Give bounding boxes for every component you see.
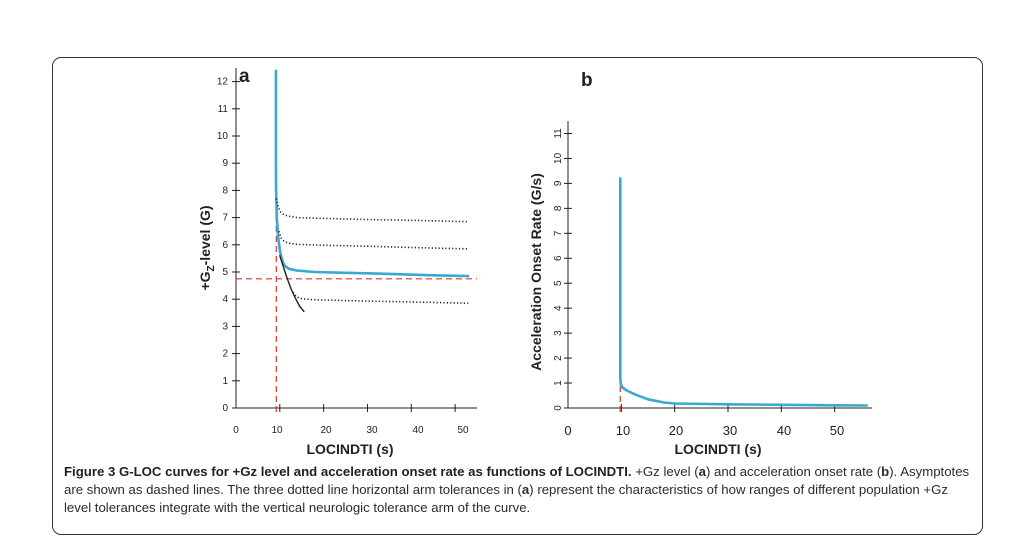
caption-text-2: ) and acceleration onset rate ( xyxy=(705,464,882,479)
panel-b-y-tick-label: 10 xyxy=(553,152,564,164)
panel-a-y-tick-label: 7 xyxy=(222,213,228,224)
panel-a-y-tick-label: 2 xyxy=(222,349,228,360)
panel-a-y-tick-label: 1 xyxy=(222,376,228,387)
panel-a-series-dotted-3 xyxy=(278,230,469,250)
caption-label: Figure 3 G-LOC curves for +Gz level and … xyxy=(64,464,632,479)
panel-a-y-label-prefix: +G xyxy=(197,271,213,290)
panel-b-y-tick-label: 9 xyxy=(553,180,564,186)
panel-b-y-tick-label: 8 xyxy=(553,205,564,211)
panel-a-x-tick-label: 50 xyxy=(457,425,469,436)
panel-a-x-tick-label: 0 xyxy=(233,425,239,436)
panel-a-letter: a xyxy=(239,66,250,87)
panel-a-x-tick-label: 30 xyxy=(366,425,378,436)
panel-b-y-tick-label: 1 xyxy=(553,380,564,386)
caption-text-3: ). Asymptotes are shown as dashed lines.… xyxy=(64,464,970,497)
panel-a-x-axis-label: LOCINDTI (s) xyxy=(306,441,393,457)
panel-b-x-tick-label: 10 xyxy=(616,423,630,438)
panel-a-series-dotted-2 xyxy=(275,198,469,223)
panel-b-x-tick-label: 0 xyxy=(564,423,571,438)
caption-ref-a-2: a xyxy=(521,482,530,497)
panel-b-x-axis-label: LOCINDTI (s) xyxy=(674,441,761,457)
panel-a-y-tick-label: 4 xyxy=(222,294,228,305)
panel-b-y-tick-label: 4 xyxy=(553,305,564,311)
panel-b-letter: b xyxy=(581,70,593,91)
panel-b-x-tick-label: 50 xyxy=(830,423,844,438)
panel-a-x-tick-label: 20 xyxy=(320,425,332,436)
caption-ref-a: a xyxy=(698,464,706,479)
panel-b-y-tick-label: 7 xyxy=(553,230,564,236)
panel-b-x-tick-label: 40 xyxy=(777,423,791,438)
panel-b-y-axis-label: Acceleration Onset Rate (G/s) xyxy=(528,173,544,371)
figure-caption: Figure 3 G-LOC curves for +Gz level and … xyxy=(64,463,974,517)
panel-a-y-tick-label: 6 xyxy=(222,240,228,251)
panel-a-y-tick-label: 11 xyxy=(218,104,229,115)
panel-a-y-tick-label: 3 xyxy=(222,321,228,332)
panel-b-y-tick-label: 3 xyxy=(553,330,564,336)
caption-ref-b: b xyxy=(881,464,890,479)
panel-b-x-tick-label: 30 xyxy=(723,423,737,438)
panel-a-series-solid-blue-0 xyxy=(274,69,470,278)
panel-a-y-tick-label: 8 xyxy=(222,185,228,196)
panel-a-y-axis-label: +GZ-level (G) xyxy=(197,205,217,290)
panel-b-y-tick-label: 5 xyxy=(553,280,564,286)
panel-b-y-tick-label: 11 xyxy=(553,128,564,139)
panel-a-y-tick-label: 9 xyxy=(222,158,228,169)
panel-b-series-solid-blue-0 xyxy=(619,177,868,407)
panel-b-y-tick-label: 2 xyxy=(553,355,564,361)
panel-a-series-solid-black-1 xyxy=(279,255,305,313)
panel-a-x-tick-label: 40 xyxy=(412,425,424,436)
figure-frame xyxy=(52,57,983,535)
panel-b-x-tick-label: 20 xyxy=(669,423,683,438)
caption-text-4: ) represent the characteristics of how r… xyxy=(64,482,948,515)
caption-text-1: +Gz level ( xyxy=(631,464,699,479)
panel-b-y-tick-label: 0 xyxy=(553,405,564,411)
panel-a-y-tick-label: 0 xyxy=(222,403,228,414)
panel-a-y-label-sub: Z xyxy=(206,265,217,271)
panel-a-y-tick-label: 5 xyxy=(222,267,228,278)
panel-a-y-tick-label: 12 xyxy=(217,77,229,88)
panel-b-y-tick-label: 6 xyxy=(553,255,564,261)
panel-a-x-tick-label: 10 xyxy=(271,425,283,436)
chart-panel-b: b 0 1 2 3 4 5 6 7 8 9 10 11 0 10 20 30 40 50 LOCINDTI (s)… xyxy=(528,70,872,457)
panel-a-y-tick-label: 10 xyxy=(217,131,229,142)
panel-a-y-label-suffix: -level (G) xyxy=(197,205,213,265)
panel-a-series-dotted-4 xyxy=(292,291,469,305)
